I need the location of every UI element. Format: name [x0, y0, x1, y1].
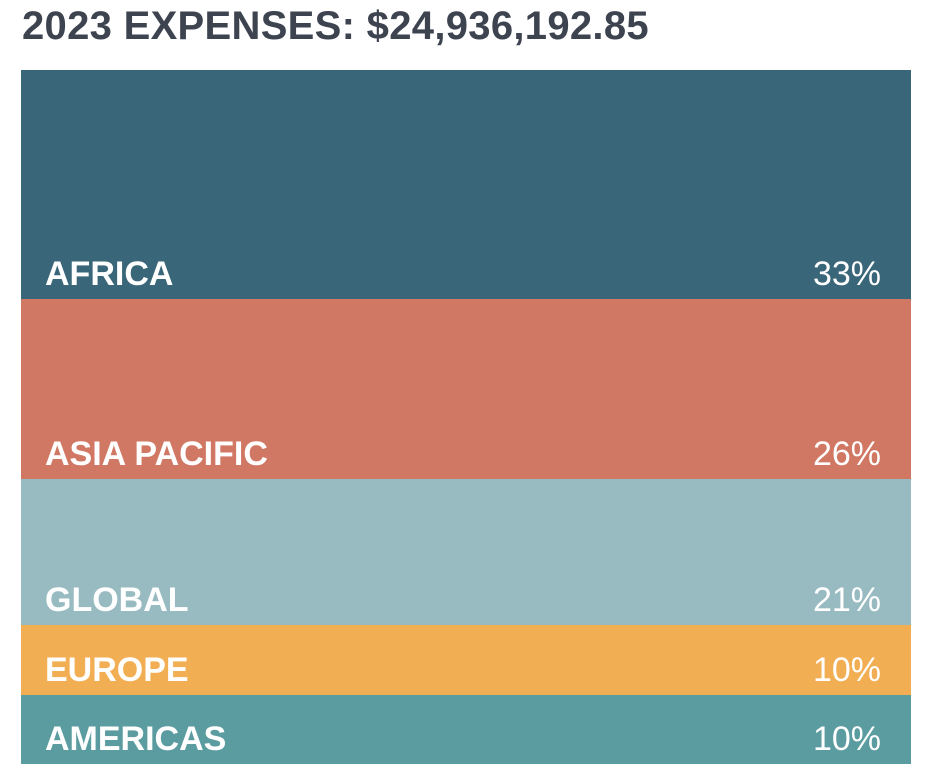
segment-label: EUROPE: [45, 650, 189, 689]
bar-segment-global: GLOBAL 21%: [21, 479, 911, 626]
bar-segment-africa: AFRICA 33%: [21, 70, 911, 300]
segment-value: 26%: [812, 435, 881, 474]
segment-value: 10%: [812, 650, 881, 689]
segment-label: GLOBAL: [45, 581, 189, 620]
segment-label: AMERICAS: [45, 719, 227, 758]
segment-value: 10%: [812, 719, 881, 758]
segment-value: 33%: [812, 255, 881, 294]
bar-segment-americas: AMERICAS 10%: [21, 694, 911, 764]
stacked-bar: AFRICA 33% ASIA PACIFIC 26% GLOBAL 21% EUROPE 1…: [21, 70, 911, 764]
segment-label: ASIA PACIFIC: [45, 435, 268, 474]
bar-segment-europe: EUROPE 10%: [21, 625, 911, 695]
segment-value: 21%: [812, 581, 881, 620]
chart-title: 2023 EXPENSES: $24,936,192.85: [22, 4, 649, 48]
bar-segment-asia-pacific: ASIA PACIFIC 26%: [21, 299, 911, 480]
segment-label: AFRICA: [45, 255, 174, 294]
